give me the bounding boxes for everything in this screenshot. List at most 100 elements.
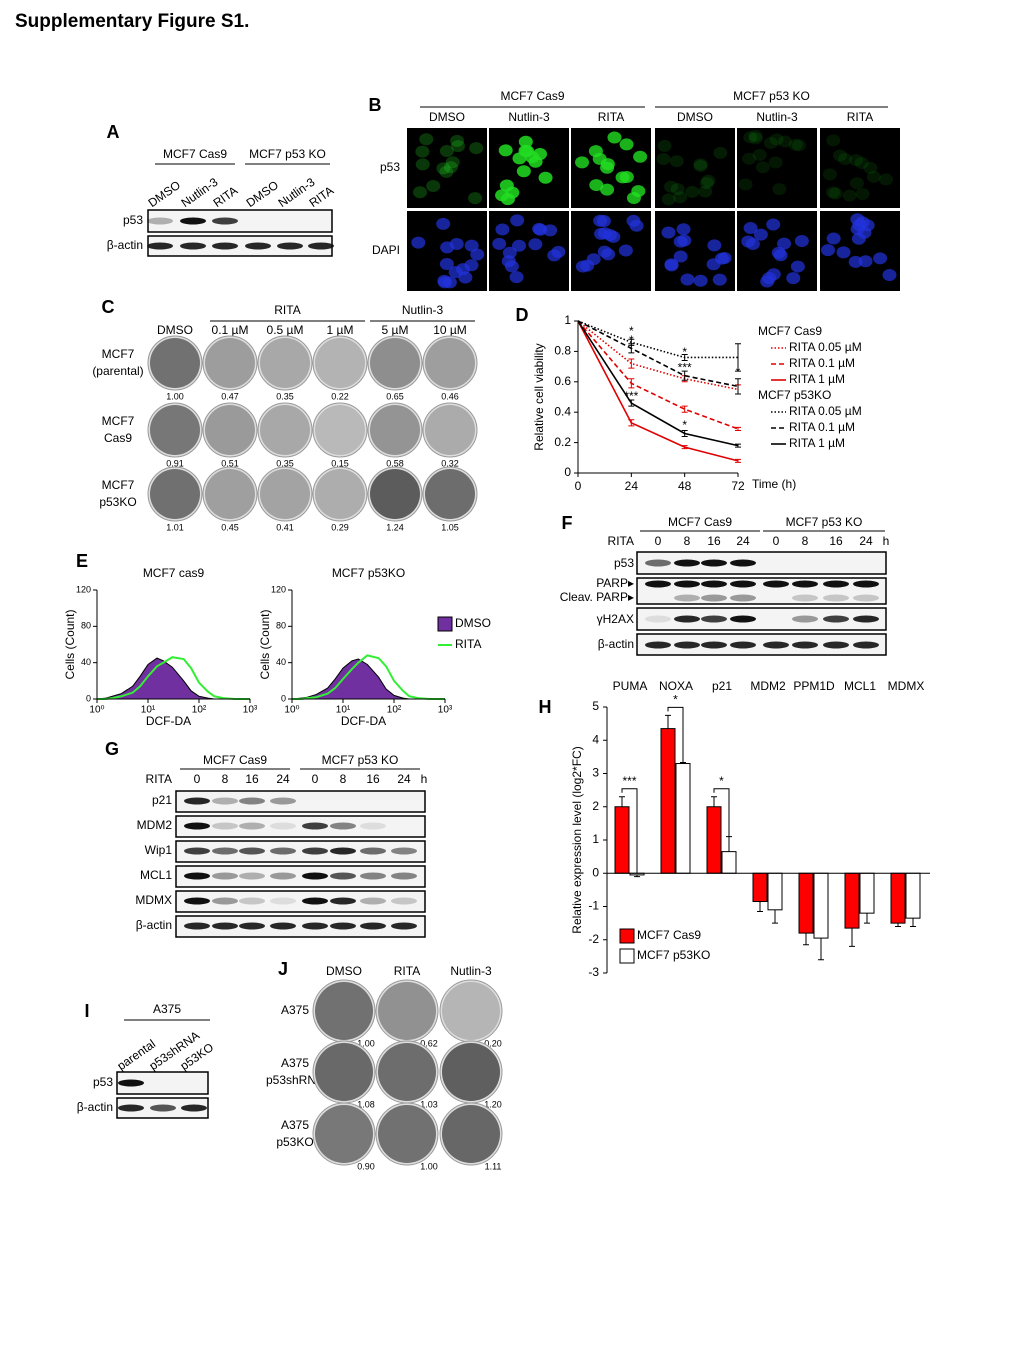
blot-frame	[636, 551, 887, 575]
legend-label: MCF7 p53KO	[637, 948, 710, 962]
blot-band	[239, 847, 265, 855]
error-bar	[681, 429, 688, 438]
nucleus	[436, 217, 451, 230]
blot-band	[792, 615, 818, 623]
blot-band	[360, 922, 386, 930]
column-label: DMSO	[677, 110, 713, 124]
blot-band	[212, 847, 238, 855]
value-label: 0.41	[276, 522, 294, 532]
bar	[675, 763, 691, 874]
nucleus	[741, 235, 756, 248]
x-tick-label: 10⁰	[284, 705, 299, 716]
nucleus	[664, 258, 679, 271]
nucleus	[849, 177, 864, 190]
blot-band	[330, 922, 356, 930]
significance: *	[629, 333, 634, 347]
error-bar	[619, 796, 625, 807]
nucleus	[445, 156, 460, 169]
nucleus	[822, 168, 837, 181]
y-tick-label: 5	[592, 699, 599, 713]
nucleus	[763, 136, 778, 149]
blot-band	[730, 559, 756, 567]
treatment-label: RITA	[608, 534, 634, 548]
blot-band	[391, 922, 417, 930]
colony-density	[370, 405, 420, 455]
nucleus	[470, 248, 485, 261]
column-label: RITA	[394, 964, 420, 978]
legend-swatch	[437, 616, 453, 632]
blot-band	[360, 847, 386, 855]
nucleus	[693, 158, 708, 171]
nucleus	[748, 132, 763, 145]
significance: *	[682, 345, 687, 359]
y-tick-label: -1	[588, 899, 599, 913]
nucleus	[468, 192, 483, 205]
value-label: 1.05	[441, 522, 459, 532]
legend-group: MCF7 p53KO	[758, 388, 831, 402]
column-label: Nutlin-3	[450, 964, 492, 978]
significance: ***	[678, 360, 692, 374]
x-tick-label: 10¹	[336, 705, 351, 716]
plate	[257, 335, 313, 391]
bar	[706, 806, 722, 874]
value-label: 0.35	[276, 391, 294, 401]
lane-label: 0	[194, 772, 201, 786]
blot-band	[184, 922, 210, 930]
colony-density	[315, 469, 365, 519]
blot-band	[730, 641, 756, 649]
legend-label: DMSO	[455, 616, 491, 630]
y-tick-label: 40	[276, 657, 286, 667]
legend-label: RITA 1 µM	[789, 436, 845, 450]
group-label: A375	[153, 1002, 181, 1016]
nucleus	[753, 228, 768, 241]
lane-label: 8	[684, 534, 691, 548]
lane-label: DMSO	[146, 178, 184, 210]
chart-title: MCF7 cas9	[143, 566, 205, 580]
significance: *	[719, 774, 724, 788]
lane-label: 24	[736, 534, 750, 548]
x-axis-label: DCF-DA	[341, 714, 386, 728]
error-bar	[895, 923, 901, 927]
blot-band	[212, 797, 238, 805]
nucleus	[450, 134, 465, 147]
y-tick-label: 0.4	[554, 404, 571, 418]
panel-label: E	[76, 551, 88, 571]
colony-density	[442, 1105, 500, 1163]
error-bar	[681, 445, 688, 450]
value-label: 1.00	[357, 1038, 375, 1048]
column-label: Nutlin-3	[756, 110, 798, 124]
blot-band	[674, 580, 700, 588]
nucleus	[673, 250, 688, 263]
colony-density	[150, 338, 200, 388]
colony-density	[150, 405, 200, 455]
nucleus	[607, 131, 622, 144]
blot-band	[792, 580, 818, 588]
nucleus	[791, 139, 806, 152]
lane-label: 8	[222, 772, 229, 786]
significance: ***	[624, 389, 638, 403]
blot-band	[270, 872, 296, 880]
error-bar	[803, 933, 809, 946]
blot-frame	[147, 235, 333, 257]
row-label: p53KO	[276, 1135, 313, 1149]
nucleus	[680, 273, 695, 286]
y-tick-label: 0	[86, 693, 91, 703]
nucleus	[743, 131, 758, 144]
significance-bracket	[713, 788, 730, 837]
blot-band	[792, 594, 818, 602]
colony-density	[370, 469, 420, 519]
significance-bracket	[667, 706, 684, 763]
lane-label: 24	[276, 772, 290, 786]
column-label: 10 µM	[433, 323, 467, 337]
nucleus	[848, 255, 863, 268]
nucleus	[860, 219, 875, 232]
nucleus	[706, 258, 721, 271]
lane-label: 24	[397, 772, 411, 786]
y-axis-label: Cells (Count)	[63, 609, 77, 679]
column-label: RITA	[598, 110, 624, 124]
colony-density	[315, 1043, 373, 1101]
y-tick-label: 0	[592, 865, 599, 879]
column-label: 1 µM	[327, 323, 354, 337]
nucleus	[693, 274, 708, 287]
blot-band	[277, 242, 303, 250]
